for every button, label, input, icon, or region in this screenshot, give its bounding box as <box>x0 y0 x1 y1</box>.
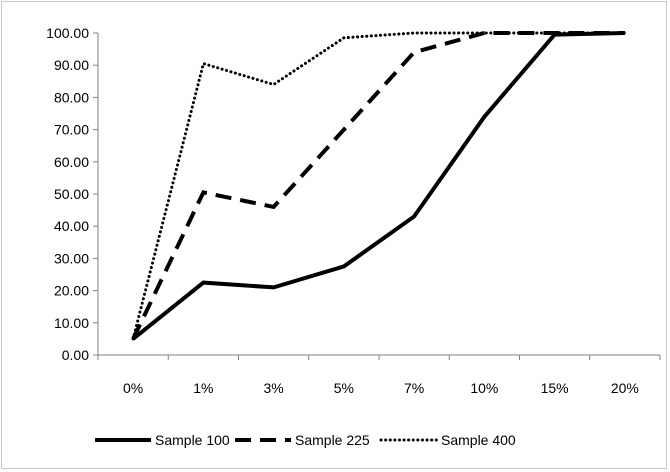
x-tick-label: 5% <box>334 380 354 396</box>
y-tick-label: 100.00 <box>46 25 89 41</box>
x-tick-label: 20% <box>611 380 639 396</box>
series-line-sample-225 <box>131 31 625 340</box>
legend-label: Sample 400 <box>441 432 516 448</box>
y-tick-label: 20.00 <box>54 283 89 299</box>
y-tick-label: 10.00 <box>54 315 89 331</box>
legend-label: Sample 225 <box>295 432 370 448</box>
legend: Sample 100 Sample 225 Sample 400 <box>95 432 516 448</box>
series-lines <box>131 31 627 341</box>
y-tick-label: 40.00 <box>54 218 89 234</box>
y-axis-ticks: 0.00 10.00 20.00 30.00 40.00 50.00 60.00 70.00 8… <box>46 25 98 363</box>
y-tick-label: 90.00 <box>54 57 89 73</box>
x-tick-label: 7% <box>404 380 424 396</box>
x-axis-ticks: 0% 1% 3% 5% 7% 10% 15% 20% <box>97 355 661 396</box>
y-tick-label: 0.00 <box>62 347 89 363</box>
series-line-sample-400 <box>131 31 627 341</box>
x-tick-label: 15% <box>541 380 569 396</box>
series-line-sample-100 <box>131 31 625 341</box>
x-tick-label: 1% <box>193 380 213 396</box>
legend-label: Sample 100 <box>155 432 230 448</box>
x-tick-label: 3% <box>264 380 284 396</box>
y-tick-label: 50.00 <box>54 186 89 202</box>
y-tick-label: 60.00 <box>54 154 89 170</box>
x-tick-label: 0% <box>123 380 143 396</box>
y-tick-label: 70.00 <box>54 122 89 138</box>
x-tick-label: 10% <box>470 380 498 396</box>
y-tick-label: 30.00 <box>54 250 89 266</box>
y-tick-label: 80.00 <box>54 89 89 105</box>
